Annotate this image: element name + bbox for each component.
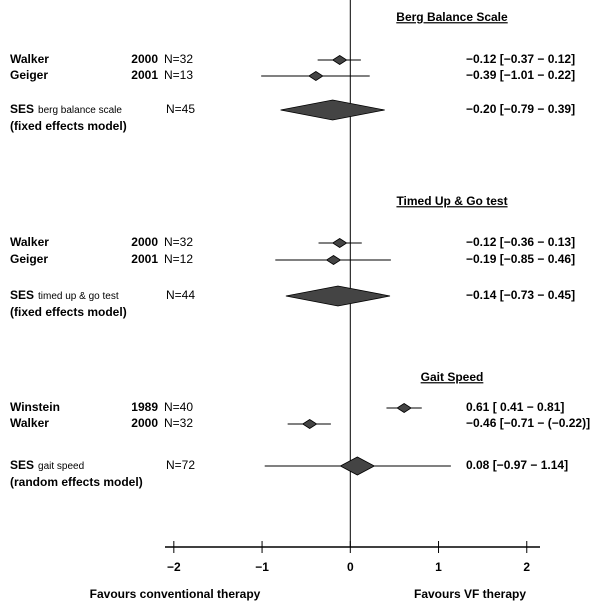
pooled-n: N=72 [166,458,195,472]
study-year: 2001 [131,68,158,82]
study-author: Geiger [10,68,48,82]
pooled-label: SES timed up & go test [10,288,119,302]
section-title: Gait Speed [421,370,484,384]
study-author: Geiger [10,252,48,266]
pooled-value-label: 0.08 [−0.97 − 1.14] [466,458,568,472]
study-n: N=40 [164,400,193,414]
study-year: 2000 [131,235,158,249]
pooled-sublabel: timed up & go test [38,291,119,302]
x-tick-label: −1 [255,560,269,574]
study-author: Winstein [10,400,60,414]
pooled-label: SES berg balance scale [10,102,122,116]
study-estimate [331,238,348,248]
study-year: 2000 [131,52,158,66]
pooled-n: N=44 [166,288,195,302]
study-year: 2000 [131,416,158,430]
study-value-label: −0.12 [−0.36 − 0.13] [466,235,575,249]
study-author: Walker [10,52,49,66]
section-title: Timed Up & Go test [396,194,507,208]
left-favours-label: Favours conventional therapy [90,587,261,601]
study-n: N=32 [164,235,193,249]
pooled-name: SES [10,102,34,116]
pooled-name: SES [10,458,34,472]
pooled-diamond [285,285,391,307]
study-value-label: −0.39 [−1.01 − 0.22] [466,68,575,82]
study-value-label: −0.46 [−0.71 − (−0.22)] [466,416,590,430]
pooled-label: SES gait speed [10,458,84,472]
study-estimate [396,403,412,413]
section-title: Berg Balance Scale [396,10,508,24]
pooled-model: (random effects model) [10,475,143,489]
study-n: N=13 [164,68,193,82]
pooled-name: SES [10,288,34,302]
right-favours-label: Favours VF therapy [414,587,526,601]
pooled-estimate [339,456,376,476]
study-value-label: 0.61 [ 0.41 − 0.81] [466,400,564,414]
x-tick-label: 1 [435,560,442,574]
pooled-value-label: −0.20 [−0.79 − 0.39] [466,102,575,116]
study-n: N=32 [164,52,193,66]
x-tick-label: 0 [347,560,354,574]
x-tick-label: 2 [523,560,530,574]
study-n: N=32 [164,416,193,430]
study-author: Walker [10,235,49,249]
pooled-sublabel: berg balance scale [38,105,122,116]
pooled-diamond [280,99,385,121]
study-estimate [308,71,324,81]
pooled-model: (fixed effects model) [10,119,127,133]
pooled-value-label: −0.14 [−0.73 − 0.45] [466,288,575,302]
pooled-sublabel: gait speed [38,461,84,472]
x-tick-label: −2 [167,560,181,574]
study-estimate [331,55,348,65]
study-value-label: −0.12 [−0.37 − 0.12] [466,52,575,66]
study-estimate [301,419,318,429]
study-year: 2001 [131,252,158,266]
study-value-label: −0.19 [−0.85 − 0.46] [466,252,575,266]
study-year: 1989 [131,400,158,414]
pooled-model: (fixed effects model) [10,305,127,319]
study-author: Walker [10,416,49,430]
pooled-n: N=45 [166,102,195,116]
study-n: N=12 [164,252,193,266]
study-estimate [325,255,342,265]
